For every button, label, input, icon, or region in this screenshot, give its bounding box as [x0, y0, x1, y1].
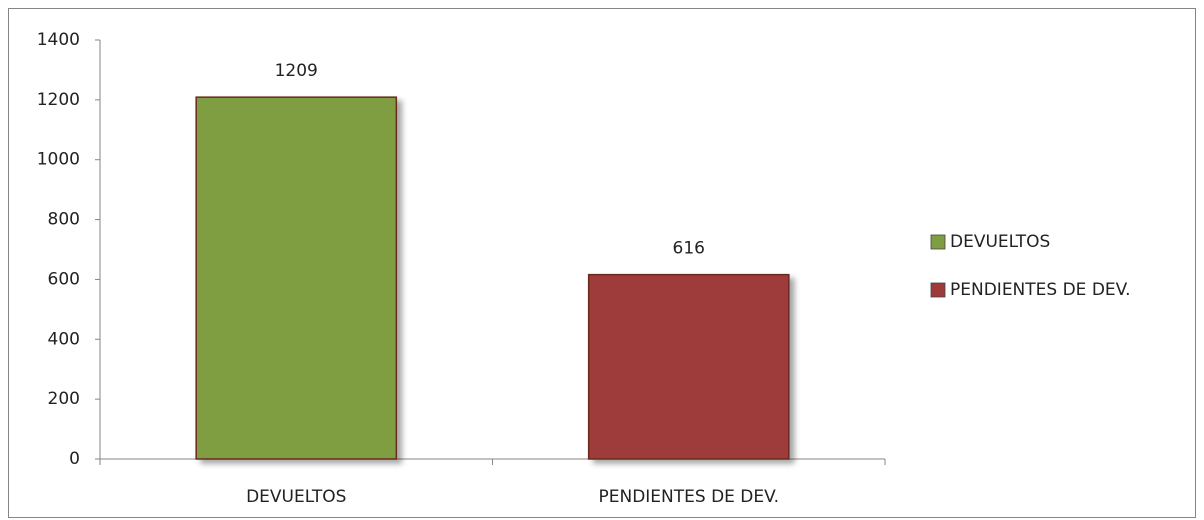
y-tick-label: 1200 [37, 90, 80, 110]
y-tick-label: 600 [48, 269, 80, 289]
x-tick-label: PENDIENTES DE DEV. [598, 487, 779, 507]
y-tick-label: 200 [48, 389, 80, 409]
y-tick-label: 1000 [37, 150, 80, 170]
legend-swatch [930, 234, 946, 250]
y-tick-label: 800 [48, 210, 80, 230]
bar [195, 96, 398, 460]
y-tick-label: 400 [48, 329, 80, 349]
legend-label: PENDIENTES DE DEV. [950, 280, 1131, 300]
value-label: 616 [673, 239, 705, 259]
bar [587, 273, 790, 460]
value-label: 1209 [275, 61, 318, 81]
x-tick-label: DEVUELTOS [246, 487, 346, 507]
y-tick-label: 1400 [37, 30, 80, 50]
y-tick-label: 0 [69, 449, 80, 469]
legend-swatch [930, 282, 946, 298]
legend-label: DEVUELTOS [950, 232, 1050, 252]
